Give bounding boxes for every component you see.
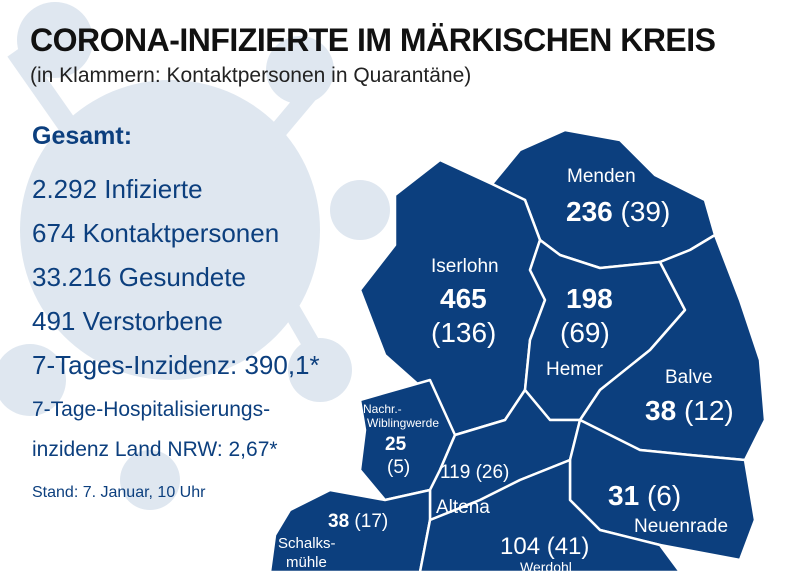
region-werdohl <box>418 458 682 572</box>
summary-status-date: Stand: 7. Januar, 10 Uhr <box>32 484 206 501</box>
hemer-infected: 198 <box>566 283 613 314</box>
werdohl-label: Werdohl <box>520 559 572 572</box>
summary-recovered: 33.216 Gesundete <box>32 262 246 292</box>
summary-hospitalization-line1: 7-Tage-Hospitalisierungs- <box>32 398 271 421</box>
neuenrade-label: Neuenrade <box>634 516 728 537</box>
page-subtitle: (in Klammern: Kontaktpersonen in Quarant… <box>30 64 472 87</box>
nachrodt-label-line2: Wiblingwerde <box>367 416 439 430</box>
summary-infected: 2.292 Infizierte <box>32 174 203 204</box>
balve-label: Balve <box>665 367 713 388</box>
summary-deceased: 491 Verstorbene <box>32 306 223 336</box>
hemer-label: Hemer <box>546 359 604 380</box>
summary-contacts: 674 Kontaktpersonen <box>32 218 280 248</box>
balve-values: 38 (12) <box>645 395 734 426</box>
iserlohn-infected: 465 <box>440 283 487 314</box>
altena-label: Altena <box>436 497 490 518</box>
schalksmuehle-label-line1: Schalks- <box>278 535 336 552</box>
nachrodt-contacts: (5) <box>387 457 410 478</box>
nachrodt-label-line1: Nachr.- <box>363 402 402 416</box>
schalksmuehle-label-line2: mühle <box>286 554 327 571</box>
altena-values: 119 (26) <box>440 462 509 483</box>
werdohl-values: 104 (41) <box>500 533 589 560</box>
hemer-contacts: (69) <box>560 317 610 348</box>
nachrodt-infected: 25 <box>385 434 407 455</box>
schalksmuehle-values: 38 (17) <box>328 511 388 532</box>
summary-hospitalization-line2: inzidenz Land NRW: 2,67* <box>32 438 278 461</box>
iserlohn-label: Iserlohn <box>431 256 499 277</box>
page-title: CORONA-INFIZIERTE IM MÄRKISCHEN KREIS <box>30 22 716 58</box>
iserlohn-contacts: (136) <box>431 317 496 348</box>
summary-incidence: 7-Tages-Inzidenz: 390,1* <box>32 350 320 380</box>
neuenrade-values: 31 (6) <box>608 480 681 511</box>
menden-label: Menden <box>567 166 636 187</box>
summary-heading: Gesamt: <box>32 122 133 150</box>
menden-values: 236 (39) <box>566 196 670 227</box>
